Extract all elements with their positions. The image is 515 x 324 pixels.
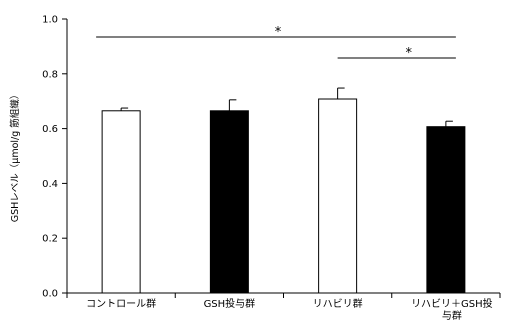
- y-tick-label: 0.2: [42, 234, 58, 245]
- x-category-label: コントロール群: [86, 297, 156, 310]
- bars: [101, 87, 466, 294]
- significance-star: *: [406, 46, 413, 61]
- y-tick-label: 0.6: [42, 124, 58, 135]
- significance-star: *: [275, 25, 282, 40]
- significance-markers: **: [96, 25, 456, 61]
- y-tick-label: 0.8: [42, 69, 58, 80]
- x-category-label: リハビリ＋GSH投与群: [411, 297, 493, 322]
- y-tick-label: 0.4: [42, 179, 58, 190]
- x-category-label: リハビリ群: [313, 297, 363, 310]
- x-category-label: GSH投与群: [204, 297, 256, 310]
- axes: 0.0 0.2 0.4 0.6 0.8 1.0 コントロール群 GSH投与群 リハビリ群 リハビリ…: [42, 15, 501, 322]
- bar: [318, 98, 358, 294]
- y-tick-label: 1.0: [42, 15, 58, 26]
- bar: [209, 110, 249, 294]
- y-tick-label: 0.0: [42, 289, 58, 300]
- bar: [101, 110, 141, 294]
- bar: [426, 126, 466, 294]
- y-axis-label: GSHレベル（μmol/g 筋組織）: [9, 90, 21, 223]
